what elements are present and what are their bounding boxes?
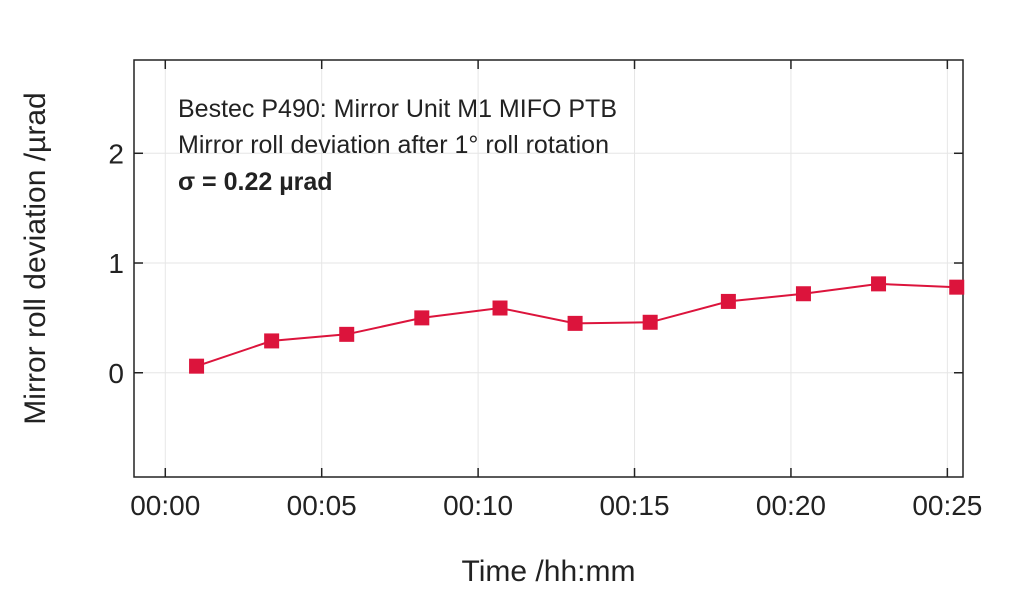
x-axis-title: Time /hh:mm — [462, 555, 636, 588]
x-tick-label: 00:15 — [599, 490, 669, 521]
data-point — [492, 300, 508, 316]
data-point — [871, 276, 887, 292]
x-tick-label: 00:20 — [756, 490, 826, 521]
series — [189, 276, 965, 374]
y-tick-label: 2 — [108, 138, 124, 169]
ticks — [134, 60, 963, 477]
data-point — [567, 315, 583, 331]
data-point — [414, 310, 430, 326]
tick-labels: 00:00 00:05 00:10 00:15 00:20 00:25 0 1 2 — [108, 138, 982, 521]
annotation-description: Mirror roll deviation after 1° roll rota… — [178, 131, 609, 159]
data-point — [795, 286, 811, 302]
y-tick-label: 0 — [108, 358, 124, 389]
x-tick-label: 00:25 — [912, 490, 982, 521]
annotations: Bestec P490: Mirror Unit M1 MIFO PTB Mir… — [178, 95, 617, 196]
data-point — [642, 314, 658, 330]
annotation-instrument: Bestec P490: Mirror Unit M1 MIFO PTB — [178, 95, 617, 123]
y-tick-label: 1 — [108, 248, 124, 279]
x-tick-label: 00:10 — [443, 490, 513, 521]
x-tick-label: 00:00 — [130, 490, 200, 521]
data-point — [720, 293, 736, 309]
data-point — [949, 279, 965, 295]
x-tick-label: 00:05 — [287, 490, 357, 521]
data-point — [189, 358, 205, 374]
data-point — [264, 333, 280, 349]
annotation-sigma: σ = 0.22 µrad — [178, 168, 333, 196]
grid — [134, 60, 963, 477]
y-axis-title: Mirror roll deviation /µrad — [19, 92, 52, 424]
data-point — [339, 326, 355, 342]
plot-frame — [133, 59, 964, 478]
